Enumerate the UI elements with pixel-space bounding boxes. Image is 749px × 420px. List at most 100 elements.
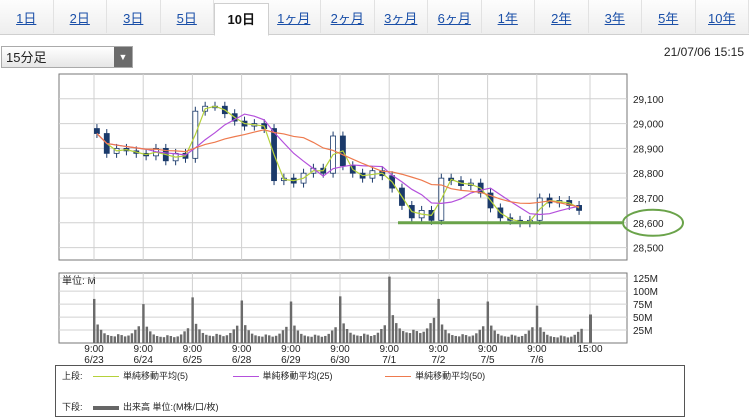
volume-bar — [137, 326, 140, 343]
interval-select[interactable]: 15分足 ▼ — [1, 46, 133, 68]
tab-3日[interactable]: 3日 — [107, 0, 161, 33]
volume-bar — [486, 301, 490, 343]
chevron-down-icon[interactable]: ▼ — [114, 47, 132, 67]
volume-bar — [432, 317, 436, 343]
volume-bar — [313, 334, 317, 343]
legend-lower-row: 下段: 出来高 単位:(M株/口/枚) — [62, 400, 219, 414]
volume-bar — [113, 336, 116, 343]
tab-10日[interactable]: 10日 — [214, 3, 269, 36]
volume-bar — [503, 336, 507, 343]
volume-bar — [539, 327, 542, 343]
volume-bar — [247, 330, 250, 343]
volume-bar — [380, 329, 383, 343]
volume-bar — [274, 335, 278, 343]
tab-2ヶ月[interactable]: 2ヶ月 — [321, 0, 375, 33]
volume-bar — [278, 333, 281, 343]
tab-1年[interactable]: 1年 — [482, 0, 535, 33]
volume-bar — [425, 328, 429, 343]
tab-2日[interactable]: 2日 — [54, 0, 107, 33]
sma25-line — [96, 113, 580, 216]
volume-bar — [229, 332, 232, 343]
volume-bar — [527, 330, 531, 343]
volume-bar — [186, 328, 190, 343]
volume-bar — [96, 324, 99, 343]
volume-bar — [457, 336, 461, 343]
tab-2年[interactable]: 2年 — [535, 0, 589, 33]
x-tick-time: 9:00 — [133, 344, 153, 355]
x-tick-time: 15:00 — [577, 344, 602, 355]
volume-bar — [99, 329, 103, 343]
volume-bar — [342, 323, 345, 343]
volume-bar — [183, 331, 186, 343]
volume-bar — [542, 331, 546, 343]
volume-bar — [339, 296, 342, 343]
volume-bar — [205, 334, 208, 343]
volume-bar — [169, 336, 173, 343]
volume-bar — [422, 331, 425, 343]
volume-bar — [250, 333, 254, 343]
volume-bar — [552, 337, 556, 343]
x-tick-time: 9:00 — [330, 344, 350, 355]
volume-bar — [395, 323, 398, 343]
x-tick-date: 6/25 — [183, 355, 203, 365]
volume-unit-label: 単位: M — [62, 274, 96, 287]
sma50-line — [96, 129, 580, 208]
tab-6ヶ月[interactable]: 6ヶ月 — [428, 0, 482, 33]
legend-swatch-volume — [93, 405, 120, 410]
volume-bar — [289, 301, 293, 343]
volume-bar — [589, 314, 592, 343]
x-tick-time: 9:00 — [429, 344, 449, 355]
volume-bar — [415, 331, 419, 343]
volume-bar — [352, 334, 356, 343]
x-tick-date: 6/23 — [84, 355, 104, 365]
volume-bar — [576, 331, 580, 343]
volume-bar — [559, 335, 563, 343]
volume-bar — [254, 335, 257, 343]
volume-bar — [363, 333, 366, 343]
x-tick-date: 7/5 — [481, 355, 495, 365]
volume-bar — [471, 335, 475, 343]
volume-bar — [444, 329, 447, 343]
tab-3ヶ月[interactable]: 3ヶ月 — [375, 0, 428, 33]
x-tick-date: 7/1 — [382, 355, 396, 365]
volume-bar — [257, 336, 261, 343]
volume-bar — [235, 325, 239, 343]
volume-bar — [300, 333, 303, 343]
volume-bar — [570, 336, 573, 343]
volume-bar — [201, 332, 205, 343]
volume-bar — [324, 335, 327, 343]
volume-bar — [563, 336, 566, 343]
legend-swatch-sma50 — [385, 376, 412, 378]
legend-swatch-sma25 — [232, 376, 259, 378]
legend-upper-row: 上段: 単純移動平均(5) 単純移動平均(25) 単純移動平均(50) — [62, 369, 485, 383]
volume-bar — [281, 330, 285, 343]
tab-5日[interactable]: 5日 — [161, 0, 214, 33]
volume-bar — [468, 336, 471, 343]
volume-bar — [310, 336, 313, 343]
x-tick-time: 9:00 — [478, 344, 498, 355]
volume-bar — [110, 335, 113, 343]
volume-bar — [152, 334, 155, 343]
volume-bar — [573, 334, 576, 343]
volume-bar — [437, 298, 440, 343]
volume-bar — [531, 327, 534, 343]
volume-y-tick: 75M — [633, 300, 652, 311]
tab-3年[interactable]: 3年 — [589, 0, 642, 33]
volume-bar — [327, 333, 330, 343]
x-tick-time: 9:00 — [232, 344, 252, 355]
volume-bar — [155, 336, 159, 343]
tab-5年[interactable]: 5年 — [642, 0, 696, 33]
tab-1日[interactable]: 1日 — [0, 0, 54, 33]
volume-bar — [451, 335, 454, 343]
volume-bar — [317, 335, 320, 343]
volume-bar — [176, 336, 179, 343]
volume-bar — [500, 335, 503, 343]
legend-upper-label: 上段: — [62, 371, 83, 381]
x-tick-time: 9:00 — [379, 344, 399, 355]
volume-bar — [408, 333, 412, 343]
tab-1ヶ月[interactable]: 1ヶ月 — [268, 0, 321, 33]
volume-bar — [383, 325, 386, 343]
legend-lower-label: 下段: — [62, 402, 83, 412]
volume-bar — [507, 336, 510, 343]
volume-bar — [285, 326, 288, 343]
